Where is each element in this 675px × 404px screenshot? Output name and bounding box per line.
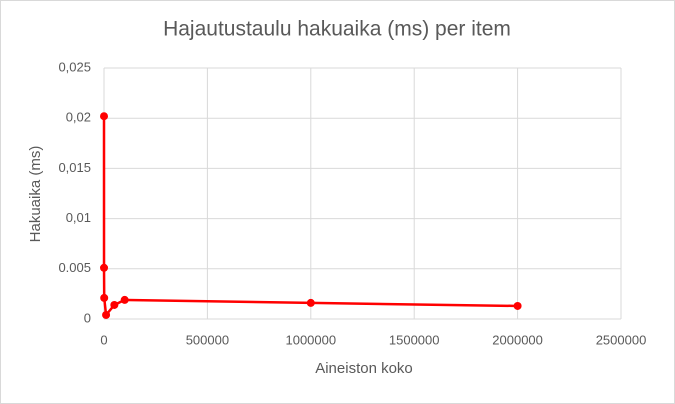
y-tick-label: 0.005: [58, 260, 91, 275]
series-line: [102, 116, 518, 317]
x-tick-label: 1500000: [389, 332, 440, 347]
x-axis-title: Aineiston koko: [315, 360, 413, 377]
chart-title: Hajautustaulu hakuaika (ms) per item: [163, 18, 511, 41]
data-point: [100, 112, 109, 121]
x-tick-label: 0: [100, 332, 107, 347]
y-tick-label: 0,015: [58, 160, 91, 175]
y-axis-title: Hakuaika (ms): [27, 146, 44, 243]
x-tick-label: 2500000: [596, 332, 647, 347]
y-tick-label: 0,025: [58, 59, 91, 74]
data-point: [102, 310, 111, 319]
data-point: [306, 298, 315, 307]
y-tick-label: 0,01: [66, 210, 91, 225]
data-point: [110, 300, 119, 309]
data-point: [100, 263, 109, 272]
data-point: [100, 293, 109, 302]
y-tick-label: 0: [84, 310, 91, 325]
x-tick-label: 500000: [186, 332, 229, 347]
x-tick-label: 1000000: [285, 332, 336, 347]
data-point: [120, 295, 129, 304]
y-tick-label: 0,02: [66, 110, 91, 125]
data-point: [513, 301, 522, 310]
x-tick-label: 2000000: [492, 332, 543, 347]
